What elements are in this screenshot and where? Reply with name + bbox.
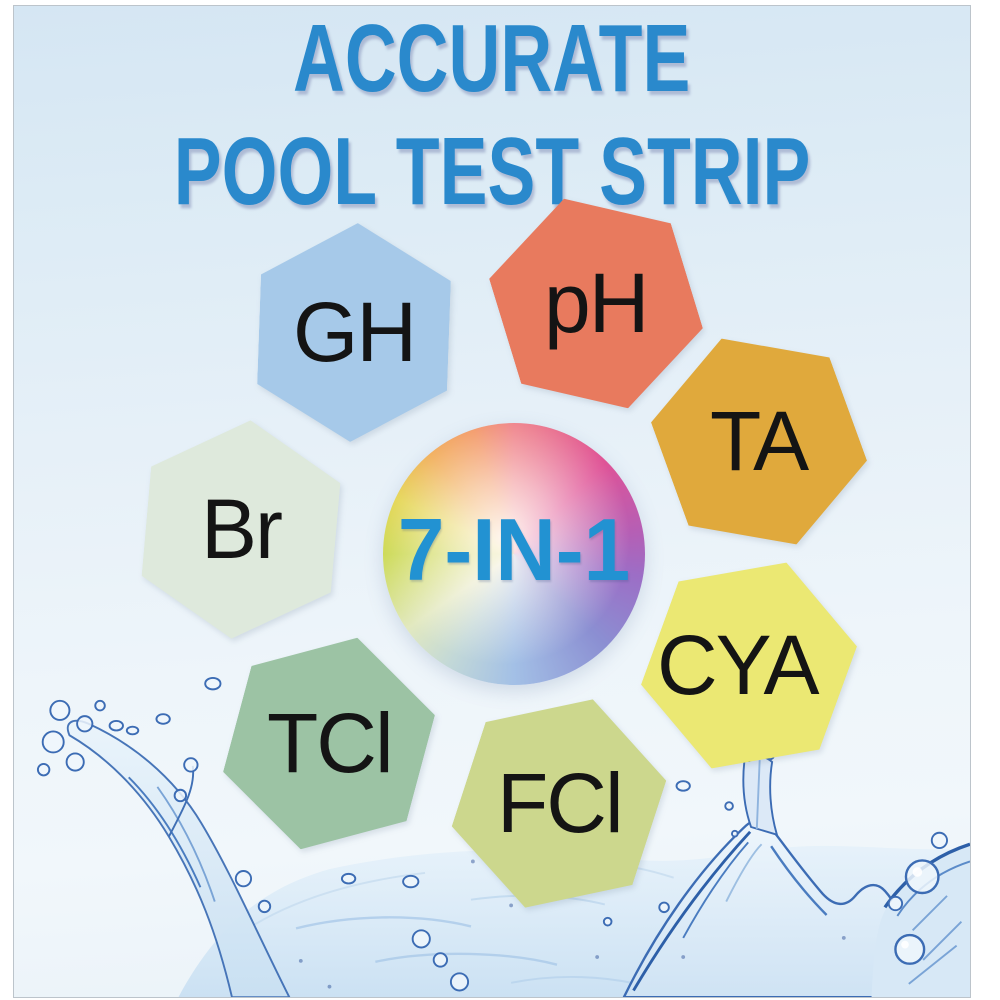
water-specks: [298, 859, 846, 989]
hexagon-fcl-label: FCl: [496, 755, 622, 850]
hexagon-tcl: TCl: [234, 634, 424, 853]
hexagon-cya-label: CYA: [656, 617, 818, 712]
hexagon-ph: pH: [501, 194, 691, 413]
hexagon-gh-label: GH: [293, 285, 415, 379]
hexagon-tcl-label: TCl: [266, 695, 392, 790]
hexagon-br-shape: Br: [137, 412, 345, 647]
water-splash-illustration: [36, 676, 970, 997]
hexagon-ta-label: TA: [710, 394, 808, 489]
poster-title: ACCURATE POOL TEST STRIP: [14, 5, 970, 240]
hexagon-br-label: Br: [201, 482, 281, 576]
seven-in-one-label: 7-IN-1: [397, 499, 631, 599]
rainbow-sphere: 7-IN-1: [383, 423, 645, 685]
hexagon-fcl-shape: FCl: [435, 670, 683, 937]
hexagon-cya: CYA: [654, 556, 844, 775]
hexagon-gh: GH: [259, 223, 449, 442]
hexagon-gh-shape: GH: [255, 220, 453, 445]
hexagon-tcl-shape: TCl: [209, 613, 449, 874]
right-splash: [622, 750, 970, 997]
hexagon-fcl: FCl: [464, 694, 654, 913]
poster-inner-area: ACCURATE POOL TEST STRIP GH pH TA CYA FC…: [13, 5, 971, 998]
hexagon-cya-shape: CYA: [622, 530, 875, 801]
hexagon-ta: TA: [664, 332, 854, 551]
hexagon-ph-label: pH: [544, 256, 648, 351]
hexagon-br: Br: [146, 420, 336, 639]
title-line-1: ACCURATE: [293, 5, 691, 112]
hexagon-ta-shape: TA: [632, 306, 885, 577]
title-line-2: POOL TEST STRIP: [173, 118, 811, 225]
